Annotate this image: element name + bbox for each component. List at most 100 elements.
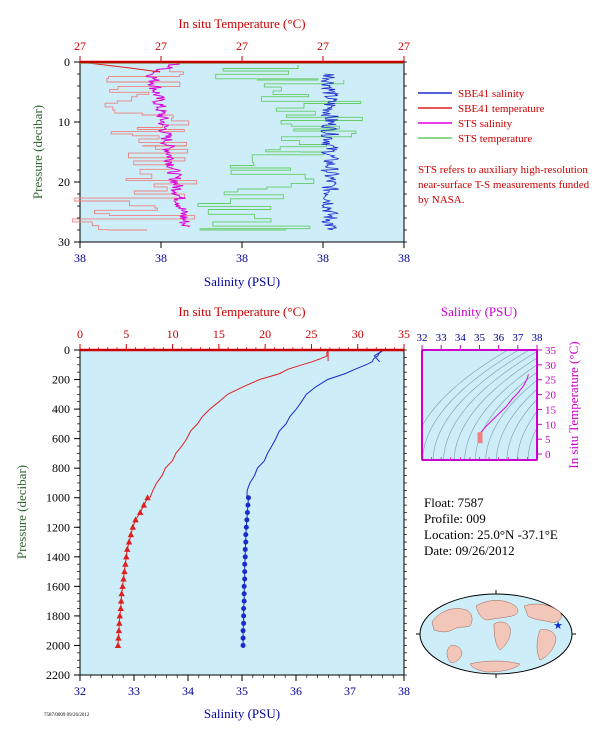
sbe41-temperature-trace [79, 61, 161, 73]
top-temp-axis-label: In situ Temperature (°C) [178, 16, 305, 31]
ts-deep-cluster [477, 432, 483, 444]
main-temp-tick-label: 15 [213, 327, 225, 341]
density-contour [464, 364, 537, 460]
temperature-deep-point [127, 531, 135, 538]
main-pressure-tick-label: 200 [52, 373, 70, 387]
salinity-deep-point [240, 642, 246, 648]
salinity-deep-point [241, 606, 247, 612]
density-contour [453, 357, 537, 460]
temperature-deep-point [129, 523, 136, 530]
top-pressure-tick-label: 10 [58, 115, 70, 129]
density-contour [432, 350, 530, 460]
top-sal-tick-label: 38 [236, 251, 248, 265]
sbe41-salinity-trace [320, 73, 341, 231]
main-temp-tick-label: 0 [77, 327, 83, 341]
top-profile-panel: 27 27 27 27 27 38 38 38 38 38 0 10 20 30 In situ Temp… [30, 16, 410, 289]
salinity-deep-point [241, 583, 247, 589]
top-axes: 27 27 27 27 27 38 38 38 38 38 0 10 20 30 [58, 39, 410, 265]
salinity-deep-point [241, 620, 247, 626]
salinity-deep-point [241, 591, 247, 597]
temperature-deep-point [117, 605, 124, 612]
main-axes: 0 5 10 15 20 25 30 35 32 33 34 35 36 37 38 0 200 400 600 80… [46, 327, 410, 698]
ts-sal-tick-label: 37 [512, 332, 524, 344]
main-sal-tick-label: 36 [290, 684, 302, 698]
main-plot-area [79, 349, 405, 676]
main-pressure-axis-label: Pressure (decibar) [14, 465, 29, 559]
temperature-deep-point [144, 494, 151, 501]
top-pressure-axis-label: Pressure (decibar) [30, 105, 45, 199]
density-contour [506, 398, 537, 460]
temperature-deep-point [125, 538, 133, 545]
top-temp-tick-label: 27 [398, 39, 410, 53]
sts-temperature-trace [215, 65, 319, 81]
top-temp-tick-label: 27 [236, 39, 248, 53]
main-sal-tick-label: 33 [128, 684, 140, 698]
ts-temp-tick-label: 10 [545, 419, 557, 431]
ts-temp-tick-label: 0 [545, 449, 551, 461]
ts-diagram-panel: 32 33 34 35 36 37 38 0 5 10 15 20 25 30 35 Salinity (P… [417, 304, 582, 469]
main-temp-axis-label: In situ Temperature (°C) [178, 304, 305, 319]
ts-sal-tick-label: 34 [455, 332, 467, 344]
legend-label: SBE41 temperature [458, 103, 545, 115]
main-temp-tick-label: 25 [305, 327, 317, 341]
temperature-deep-point [114, 641, 122, 648]
ts-sal-tick-label: 32 [417, 332, 428, 344]
main-pressure-tick-label: 1200 [46, 520, 70, 534]
main-pressure-tick-label: 400 [52, 402, 70, 416]
sts-temperature-trace [197, 152, 325, 231]
main-pressure-tick-label: 1600 [46, 579, 70, 593]
legend: SBE41 salinity SBE41 temperature STS salin… [418, 88, 545, 145]
top-sal-tick-label: 38 [317, 251, 329, 265]
main-temp-tick-label: 35 [398, 327, 410, 341]
temperature-deep-point [119, 582, 126, 589]
sts-salinity-trace [145, 62, 191, 228]
temperature-line [149, 350, 329, 498]
salinity-deep-point [243, 524, 249, 530]
salinity-deep-point [244, 517, 250, 523]
temperature-deep-point [123, 553, 130, 560]
main-sal-tick-label: 34 [182, 684, 194, 698]
salinity-line [246, 350, 383, 498]
salinity-deep-point [245, 502, 251, 508]
salinity-deep-point [242, 576, 248, 582]
ts-temp-tick-label: 15 [545, 404, 557, 416]
top-sal-tick-label: 38 [74, 251, 86, 265]
salinity-deep-point [241, 598, 247, 604]
ts-temp-tick-label: 25 [545, 375, 557, 387]
salinity-deep-point [240, 628, 246, 634]
ts-sal-tick-label: 38 [532, 332, 544, 344]
main-pressure-tick-label: 1800 [46, 609, 70, 623]
temperature-deep-point [115, 627, 123, 634]
temperature-deep-point [120, 575, 127, 582]
temperature-deep-point [136, 509, 144, 515]
ts-sal-tick-label: 35 [474, 332, 486, 344]
temperature-deep-point [124, 545, 131, 552]
density-contour [443, 351, 537, 460]
density-contour [422, 350, 519, 460]
temperature-deep-point [140, 501, 148, 508]
salinity-deep-point [241, 613, 247, 619]
main-sal-tick-label: 37 [344, 684, 356, 698]
top-temp-tick-label: 27 [155, 39, 167, 53]
main-temp-tick-label: 5 [123, 327, 129, 341]
sts-temperature-pink-trace [104, 68, 190, 147]
main-traces [114, 350, 383, 648]
sts-temperature-pink-trace [72, 146, 197, 231]
temperature-deep-point [122, 560, 129, 567]
ts-temp-axis-label: In situ Temperature (°C) [566, 341, 581, 468]
temperature-deep-point [117, 597, 125, 604]
sts-note: STS refers to auxiliary high-resolution … [418, 164, 590, 206]
temperature-deep-point [132, 516, 139, 523]
location: Location: 25.0°N -37.1°E [424, 527, 558, 542]
top-temp-tick-label: 27 [317, 39, 329, 53]
salinity-deep-point [242, 561, 248, 567]
density-contour [422, 350, 509, 427]
density-contour [517, 411, 537, 460]
salinity-deep-point [240, 635, 246, 641]
top-plot-area [79, 61, 405, 243]
main-pressure-tick-label: 1000 [46, 491, 70, 505]
main-temp-tick-label: 10 [167, 327, 179, 341]
top-pressure-tick-label: 0 [64, 55, 70, 69]
main-profile-panel: 0 5 10 15 20 25 30 35 32 33 34 35 36 37 38 0 200 400 600 80… [14, 304, 410, 721]
